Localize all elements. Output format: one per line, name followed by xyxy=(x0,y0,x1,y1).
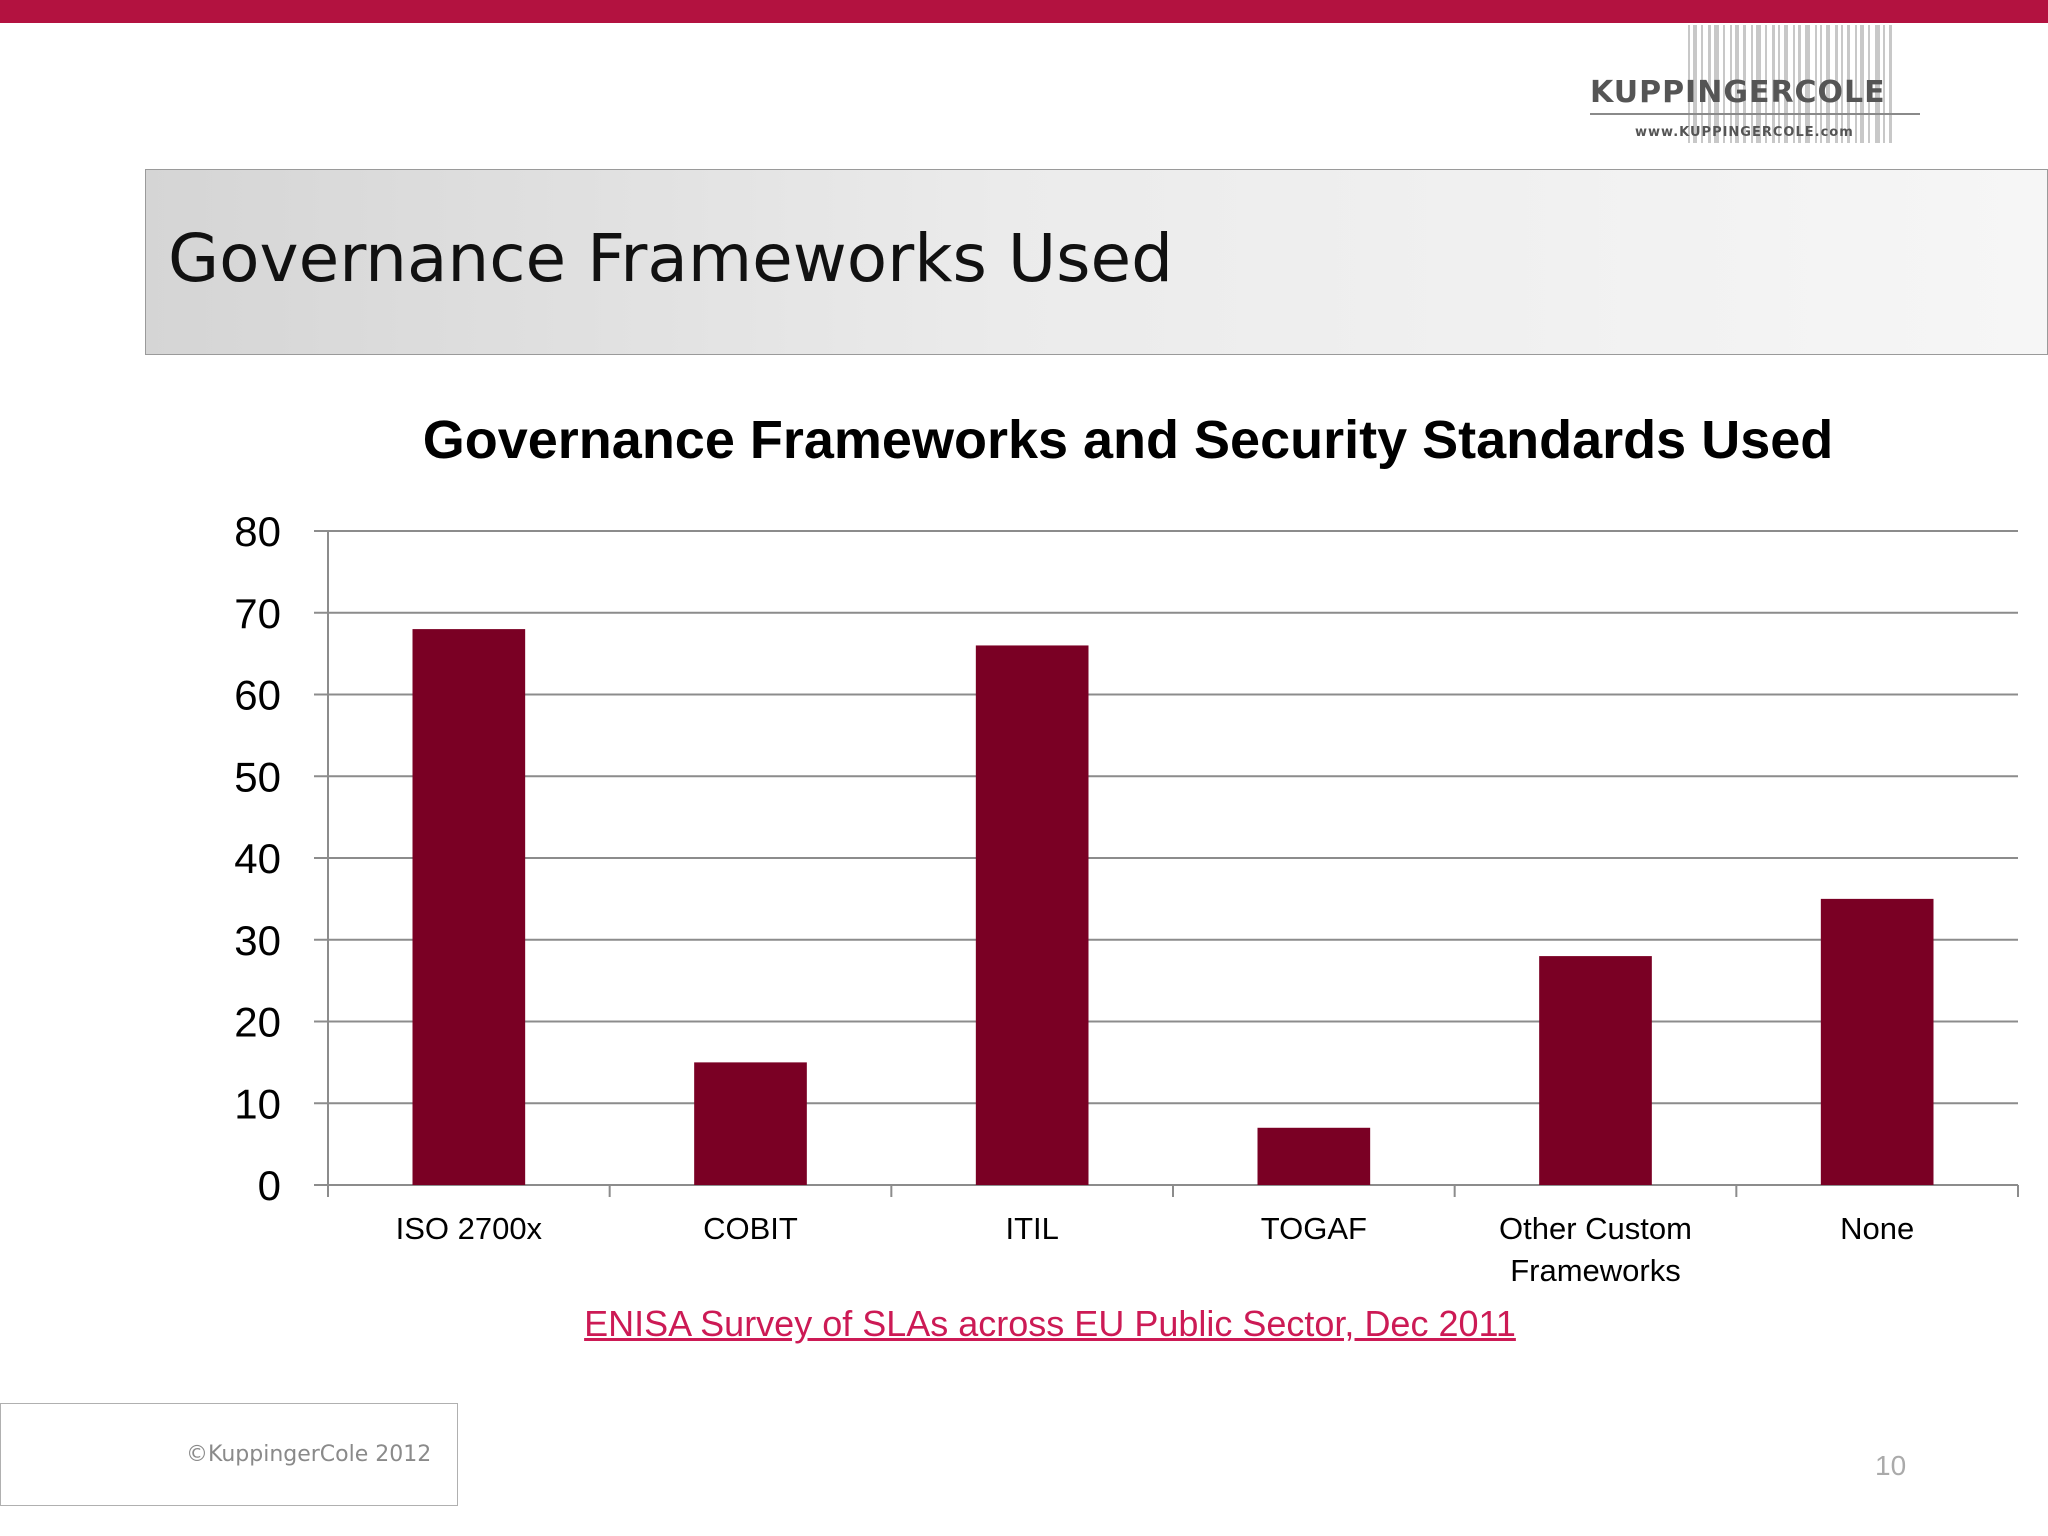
footer-box: ©KuppingerCole 2012 xyxy=(0,1403,458,1506)
bar xyxy=(1257,1127,1371,1185)
bar xyxy=(975,645,1089,1185)
y-tick-label: 50 xyxy=(234,753,281,800)
barcode-stripe xyxy=(1868,25,1870,143)
category-label: ISO 2700x xyxy=(396,1211,543,1246)
y-tick-label: 0 xyxy=(258,1162,281,1209)
barcode-stripe xyxy=(1730,25,1732,143)
barcode-stripe xyxy=(1756,25,1761,143)
bar xyxy=(412,629,526,1185)
category-label: COBIT xyxy=(703,1211,798,1246)
barcode-stripe xyxy=(1765,25,1767,143)
bar xyxy=(1820,898,1934,1185)
barcode-stripe xyxy=(1820,25,1822,143)
bar xyxy=(1539,956,1652,1185)
barcode-stripe xyxy=(1860,25,1864,143)
barcode-stripe xyxy=(1805,25,1810,143)
barcode-stripe xyxy=(1688,25,1690,143)
barcode-stripe xyxy=(1793,25,1795,143)
source-link[interactable]: ENISA Survey of SLAs across EU Public Se… xyxy=(584,1303,1516,1344)
barcode-stripe xyxy=(1693,25,1697,143)
y-tick-label: 20 xyxy=(234,999,281,1046)
y-tick-label: 60 xyxy=(234,672,281,719)
barcode-stripe xyxy=(1875,25,1880,143)
category-label: None xyxy=(1840,1211,1914,1246)
copyright-text: ©KuppingerCole 2012 xyxy=(186,1442,432,1467)
category-label: TOGAF xyxy=(1261,1211,1367,1246)
barcode-stripe xyxy=(1835,25,1838,143)
barcode-stripe xyxy=(1883,25,1885,143)
barcode-stripe xyxy=(1784,25,1788,143)
logo-wordmark: KUPPINGERCOLE xyxy=(1590,75,1886,110)
y-tick-label: 80 xyxy=(234,508,281,555)
barcode-graphic xyxy=(1688,25,1908,143)
y-tick-label: 70 xyxy=(234,590,281,637)
y-tick-label: 30 xyxy=(234,917,281,964)
category-label: ITIL xyxy=(1005,1211,1058,1246)
logo-url: www.KUPPINGERCOLE.com xyxy=(1635,125,1854,140)
barcode-stripe xyxy=(1751,25,1753,143)
category-label: Other Custom xyxy=(1499,1211,1692,1246)
barcode-stripe xyxy=(1826,25,1830,143)
title-banner: Governance Frameworks Used xyxy=(145,169,2048,355)
barcode-stripe xyxy=(1841,25,1843,143)
slide-title: Governance Frameworks Used xyxy=(168,220,1174,297)
bar xyxy=(694,1062,807,1185)
chart-title: Governance Frameworks and Security Stand… xyxy=(423,410,1834,470)
top-accent-bar xyxy=(0,0,2048,23)
barcode-stripe xyxy=(1735,25,1739,143)
barcode-stripe xyxy=(1889,25,1892,143)
barcode-stripe xyxy=(1714,25,1719,143)
barcode-stripe xyxy=(1855,25,1857,143)
barcode-stripe xyxy=(1778,25,1780,143)
bar-chart: Governance Frameworks and Security Stand… xyxy=(234,410,2019,1288)
category-label: Frameworks xyxy=(1510,1253,1681,1288)
page-number: 10 xyxy=(1875,1450,1907,1481)
y-tick-label: 10 xyxy=(234,1080,281,1127)
y-tick-label: 40 xyxy=(234,835,281,882)
barcode-stripe xyxy=(1708,25,1711,143)
barcode-stripe xyxy=(1815,25,1817,143)
barcode-stripe xyxy=(1847,25,1850,143)
barcode-stripe xyxy=(1798,25,1801,143)
logo-rule xyxy=(1590,113,1920,115)
barcode-stripe xyxy=(1701,25,1703,143)
barcode-stripe xyxy=(1772,25,1775,143)
kuppingercole-logo: KUPPINGERCOLE www.KUPPINGERCOLE.com xyxy=(1580,25,1920,150)
barcode-stripe xyxy=(1743,25,1746,143)
barcode-stripe xyxy=(1723,25,1725,143)
